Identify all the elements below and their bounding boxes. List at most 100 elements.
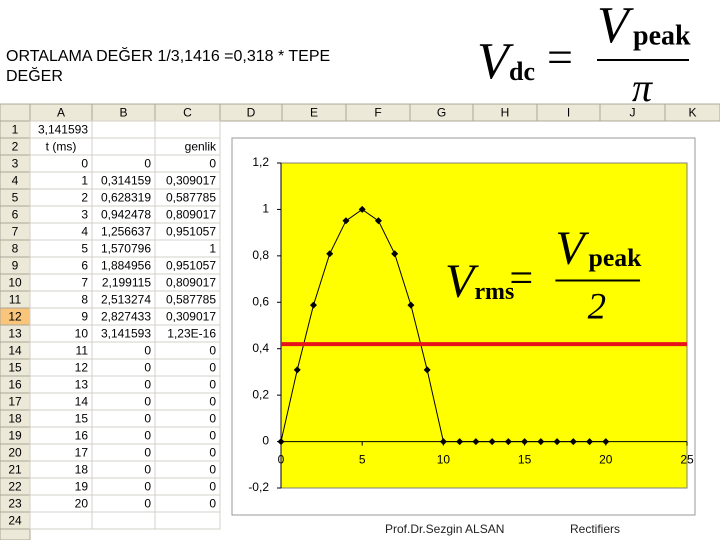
cell-text: 2,827433: [101, 310, 151, 324]
footer-topic: Rectifiers: [570, 522, 620, 536]
y-tick-label: 0,4: [252, 341, 269, 355]
cell-text: 0: [209, 344, 216, 358]
cell-text: 1,23E-16: [167, 327, 216, 341]
row-number: 10: [8, 276, 22, 290]
row-number: 3: [12, 157, 19, 171]
column-header: J: [630, 106, 636, 120]
cell-text: 20: [75, 497, 89, 511]
formula-num-sub: peak: [589, 243, 643, 272]
data-point: [439, 438, 447, 446]
cell-text: 0: [81, 157, 88, 171]
column-header: G: [437, 106, 446, 120]
formula-num-sub: peak: [633, 20, 691, 51]
formula-lhs: V: [445, 255, 479, 308]
cell-text: 0: [209, 463, 216, 477]
cell-text: 0: [209, 429, 216, 443]
cell-text: 4: [81, 225, 88, 239]
x-tick-label: 5: [359, 453, 366, 467]
column-header-bar: [0, 103, 720, 122]
cell-text: 0: [144, 412, 151, 426]
formula-num: V: [555, 222, 589, 275]
cell-text: 7: [81, 276, 88, 290]
cell-text: 0: [209, 412, 216, 426]
x-tick-label: 10: [437, 453, 451, 467]
cell-text: 12: [75, 361, 89, 375]
column-header: E: [310, 106, 318, 120]
y-tick-label: 0,2: [252, 387, 269, 401]
cell-text: 13: [75, 378, 89, 392]
data-point: [277, 438, 285, 446]
x-tick-label: 20: [599, 453, 613, 467]
cell-text: 1,570796: [101, 242, 151, 256]
header-bg: [0, 40, 400, 95]
cell-text: 0: [144, 497, 151, 511]
cell-text: 0: [209, 480, 216, 494]
data-point: [391, 250, 399, 258]
row-number: 21: [8, 463, 22, 477]
data-point: [521, 438, 529, 446]
cell-text: 17: [75, 446, 89, 460]
row-number: 24: [8, 514, 22, 528]
row-number: 23: [8, 497, 22, 511]
cell: [91, 511, 156, 530]
data-point: [456, 438, 464, 446]
y-tick-label: 1,2: [252, 155, 269, 169]
cell-text: 0: [209, 361, 216, 375]
row-number: 2: [12, 140, 19, 154]
data-point: [569, 438, 577, 446]
cell-text: 0: [144, 463, 151, 477]
row-number: 7: [12, 225, 19, 239]
data-point: [488, 438, 496, 446]
row-number: 11: [9, 293, 22, 307]
row-number: 17: [8, 395, 22, 409]
row-number: 12: [8, 310, 22, 324]
data-point: [537, 438, 545, 446]
y-tick-label: -0,2: [248, 480, 269, 494]
data-point: [358, 205, 366, 213]
cell-text: 0,309017: [166, 310, 216, 324]
data-point: [374, 217, 382, 225]
cell-text: 8: [81, 293, 88, 307]
row-number: 5: [12, 191, 19, 205]
formula-den: π: [632, 65, 653, 110]
row-number: 13: [8, 327, 22, 341]
cell: [91, 120, 156, 139]
row-number: 15: [8, 361, 22, 375]
data-point: [553, 438, 561, 446]
cell-text: 0: [144, 378, 151, 392]
cell-text: 1,256637: [101, 225, 151, 239]
cell-text: 5: [81, 242, 88, 256]
column-header: D: [247, 106, 256, 120]
cell-text: 1: [81, 174, 88, 188]
row-number: 16: [8, 378, 22, 392]
cell-text: 0,587785: [166, 191, 216, 205]
cell-text: 15: [75, 412, 89, 426]
cell-text: 1: [209, 242, 216, 256]
formula-eq: =: [547, 32, 573, 83]
y-tick-label: 0,6: [252, 294, 269, 308]
cell-text: 0: [209, 395, 216, 409]
column-header: B: [119, 106, 127, 120]
cell-text: 0: [144, 446, 151, 460]
cell-text: genlik: [185, 140, 217, 154]
cell-text: 0,314159: [101, 174, 151, 188]
data-point: [342, 217, 350, 225]
x-tick-label: 25: [680, 453, 694, 467]
cell-text: 10: [75, 327, 89, 341]
cell-text: 1,884956: [101, 259, 151, 273]
cell-text: 0,309017: [166, 174, 216, 188]
column-header: H: [501, 106, 510, 120]
cell-text: 0,587785: [166, 293, 216, 307]
cell-text: 0,809017: [166, 208, 216, 222]
row-number: 20: [8, 446, 22, 460]
cell: [91, 137, 156, 156]
cell-text: 2: [81, 191, 88, 205]
cell-text: 3: [81, 208, 88, 222]
formula-num: V: [597, 0, 634, 54]
formula-lhs-sub: dc: [509, 57, 535, 86]
data-point: [407, 301, 415, 309]
row-number: 19: [8, 429, 22, 443]
column-header: C: [183, 106, 192, 120]
